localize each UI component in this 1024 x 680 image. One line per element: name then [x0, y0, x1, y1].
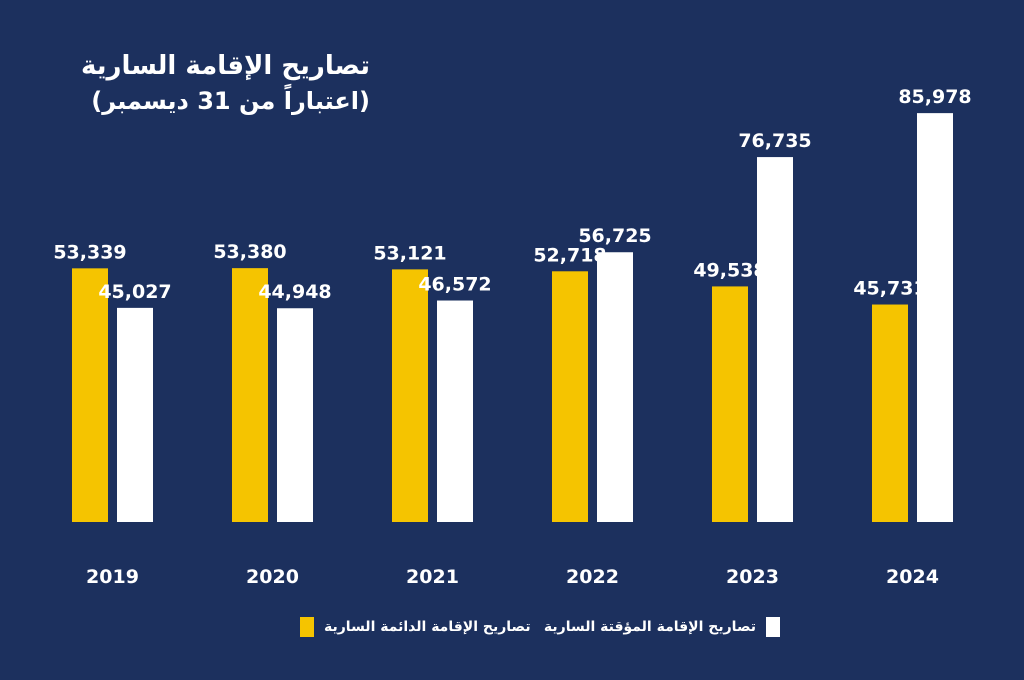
value-label-temporary-2019: 45,027 [98, 281, 171, 303]
legend-item-permanent: تصاريح الإقامة الدائمة السارية [300, 617, 531, 637]
chart-title: تصاريح الإقامة السارية (اعتباراً من 31 د… [60, 48, 370, 118]
bar-permanent-2019 [72, 268, 108, 522]
x-tick-label-2024: 2024 [886, 566, 939, 588]
bar-temporary-2021 [437, 300, 473, 522]
value-label-permanent-2020: 53,380 [213, 241, 286, 263]
legend: تصاريح الإقامة المؤقتة السارية تصاريح ال… [300, 612, 780, 642]
bar-temporary-2023 [757, 157, 793, 522]
bar-temporary-2024 [917, 113, 953, 523]
legend-swatch-temporary [766, 617, 780, 637]
value-label-temporary-2020: 44,948 [258, 281, 331, 303]
legend-swatch-permanent [300, 617, 314, 637]
bar-temporary-2019 [117, 307, 153, 522]
bar-permanent-2024 [872, 304, 908, 522]
x-tick-label-2022: 2022 [566, 566, 619, 588]
bar-permanent-2023 [712, 286, 748, 522]
x-tick-label-2023: 2023 [726, 566, 779, 588]
bar-chart: 53,339 45,027 2019 53,380 44,948 2020 53,121 46… [53, 86, 971, 588]
value-label-permanent-2022: 52,718 [533, 244, 606, 266]
value-label-permanent-2021: 53,121 [373, 242, 446, 264]
x-tick-label-2021: 2021 [406, 566, 459, 588]
bar-temporary-2020 [277, 308, 313, 522]
chart-subtitle: (اعتباراً من 31 ديسمبر) [91, 87, 370, 115]
value-label-temporary-2021: 46,572 [418, 274, 491, 296]
value-label-permanent-2024: 45,731 [853, 278, 926, 300]
bar-permanent-2021 [392, 269, 428, 522]
value-label-permanent-2019: 53,339 [53, 241, 126, 263]
legend-label-temporary: تصاريح الإقامة المؤقتة السارية [543, 619, 756, 635]
value-label-permanent-2023: 49,538 [693, 259, 766, 281]
legend-item-temporary: تصاريح الإقامة المؤقتة السارية [544, 617, 780, 637]
x-tick-label-2019: 2019 [86, 566, 139, 588]
value-label-temporary-2024: 85,978 [898, 86, 971, 108]
chart-title-main: تصاريح الإقامة السارية [80, 51, 370, 81]
legend-label-permanent: تصاريح الإقامة الدائمة السارية [324, 619, 531, 635]
value-label-temporary-2023: 76,735 [738, 130, 811, 152]
bar-permanent-2022 [552, 271, 588, 522]
bar-temporary-2022 [597, 252, 633, 523]
x-tick-label-2020: 2020 [246, 566, 299, 588]
value-label-temporary-2022: 56,725 [578, 225, 651, 247]
bar-permanent-2020 [232, 268, 268, 522]
